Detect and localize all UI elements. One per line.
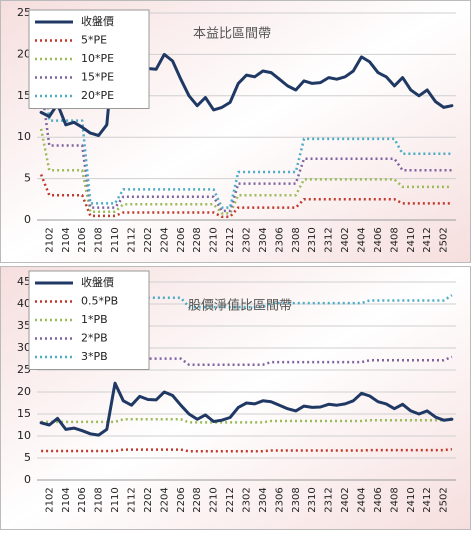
x-tick-label: 2108 xyxy=(94,487,105,512)
legend-label: 1*PB xyxy=(81,313,108,326)
x-tick-label: 2502 xyxy=(439,227,450,252)
x-tick-label: 2212 xyxy=(225,227,236,252)
x-tick-label: 2412 xyxy=(422,487,433,512)
x-tick-label: 2106 xyxy=(77,487,88,512)
x-tick-label: 2112 xyxy=(126,227,137,252)
series-line xyxy=(39,128,452,215)
series-line xyxy=(39,37,452,209)
x-tick-label: 2204 xyxy=(159,487,170,512)
legend-label: 0.5*PB xyxy=(81,295,118,308)
y-tick-label: 20 xyxy=(17,385,31,398)
x-tick-label: 2406 xyxy=(373,487,384,512)
x-tick-label: 2408 xyxy=(389,227,400,252)
x-tick-label: 2302 xyxy=(242,227,253,252)
y-tick-label: 35 xyxy=(17,319,31,332)
x-tick-label: 2308 xyxy=(291,487,302,512)
x-tick-label: 2202 xyxy=(143,227,154,252)
x-tick-label: 2406 xyxy=(373,227,384,252)
x-tick-label: 2310 xyxy=(307,487,318,512)
x-tick-label: 2208 xyxy=(192,487,203,512)
legend-label: 10*PE xyxy=(81,52,114,65)
x-tick-label: 2304 xyxy=(258,487,269,512)
series-line xyxy=(39,174,452,218)
x-tick-label: 2306 xyxy=(274,227,285,252)
x-tick-label: 2108 xyxy=(94,227,105,252)
x-tick-label: 2408 xyxy=(389,487,400,512)
y-tick-label: 15 xyxy=(17,89,31,102)
y-tick-label: 45 xyxy=(17,275,31,288)
legend-box xyxy=(28,9,150,109)
y-tick-label: 5 xyxy=(24,451,31,464)
series-line xyxy=(39,381,454,437)
x-tick-label: 2304 xyxy=(258,227,269,252)
x-tick-label: 2206 xyxy=(176,487,187,512)
x-tick-label: 2102 xyxy=(44,487,55,512)
x-tick-label: 2212 xyxy=(225,487,236,512)
y-tick-label: 0 xyxy=(24,213,31,226)
x-tick-label: 2502 xyxy=(439,487,450,512)
y-tick-label: 10 xyxy=(17,429,31,442)
x-tick-label: 2102 xyxy=(44,227,55,252)
x-tick-label: 2308 xyxy=(291,227,302,252)
x-tick-label: 2202 xyxy=(143,487,154,512)
legend-label: 收盤價 xyxy=(81,14,114,28)
legend-label: 15*PE xyxy=(81,71,114,84)
y-tick-label: 20 xyxy=(17,47,31,60)
x-tick-label: 2112 xyxy=(126,487,137,512)
y-tick-label: 40 xyxy=(17,297,31,310)
legend-label: 收盤價 xyxy=(81,275,114,289)
y-tick-label: 15 xyxy=(17,407,31,420)
y-tick-label: 25 xyxy=(17,363,31,376)
x-tick-label: 2410 xyxy=(406,227,417,252)
x-tick-label: 2312 xyxy=(324,487,335,512)
legend: 收盤價 5*PE 10*PE 15*PE 20*PE xyxy=(28,9,150,109)
legend-box xyxy=(28,270,150,370)
x-tick-label: 2104 xyxy=(61,487,72,512)
x-tick-label: 2410 xyxy=(406,487,417,512)
y-tick-label: 30 xyxy=(17,341,31,354)
y-tick-label: 10 xyxy=(17,130,31,143)
x-tick-label: 2404 xyxy=(357,487,368,512)
legend: 收盤價 0.5*PB 1*PB 2*PB 3*PB xyxy=(28,270,150,370)
y-tick-label: 5 xyxy=(24,172,31,185)
x-tick-label: 2104 xyxy=(61,227,72,252)
x-tick-label: 2404 xyxy=(357,227,368,252)
x-tick-label: 2402 xyxy=(340,487,351,512)
y-tick-label: 0 xyxy=(24,473,31,486)
x-tick-label: 2110 xyxy=(110,227,121,252)
y-tick-label: 25 xyxy=(17,6,31,19)
legend-label: 3*PB xyxy=(81,350,108,363)
x-tick-label: 2208 xyxy=(192,227,203,252)
legend-label: 5*PE xyxy=(81,34,107,47)
chart-title: 股價淨值比區間帶 xyxy=(188,298,292,314)
series-line xyxy=(41,355,453,366)
x-tick-label: 2310 xyxy=(307,227,318,252)
x-tick-label: 2306 xyxy=(274,487,285,512)
x-tick-label: 2106 xyxy=(77,227,88,252)
series-line xyxy=(41,294,453,309)
x-tick-label: 2412 xyxy=(422,227,433,252)
x-tick-label: 2402 xyxy=(340,227,351,252)
x-tick-label: 2110 xyxy=(110,487,121,512)
legend-label: 20*PE xyxy=(81,89,114,102)
legend-label: 2*PB xyxy=(81,332,108,345)
chart-title: 本益比區間帶 xyxy=(193,27,271,42)
x-tick-label: 2312 xyxy=(324,227,335,252)
x-tick-label: 2302 xyxy=(242,487,253,512)
x-tick-label: 2206 xyxy=(176,227,187,252)
series-line xyxy=(41,417,453,424)
series-line xyxy=(41,447,453,453)
x-tick-label: 2210 xyxy=(209,227,220,252)
x-tick-label: 2210 xyxy=(209,487,220,512)
x-tick-label: 2204 xyxy=(159,227,170,252)
